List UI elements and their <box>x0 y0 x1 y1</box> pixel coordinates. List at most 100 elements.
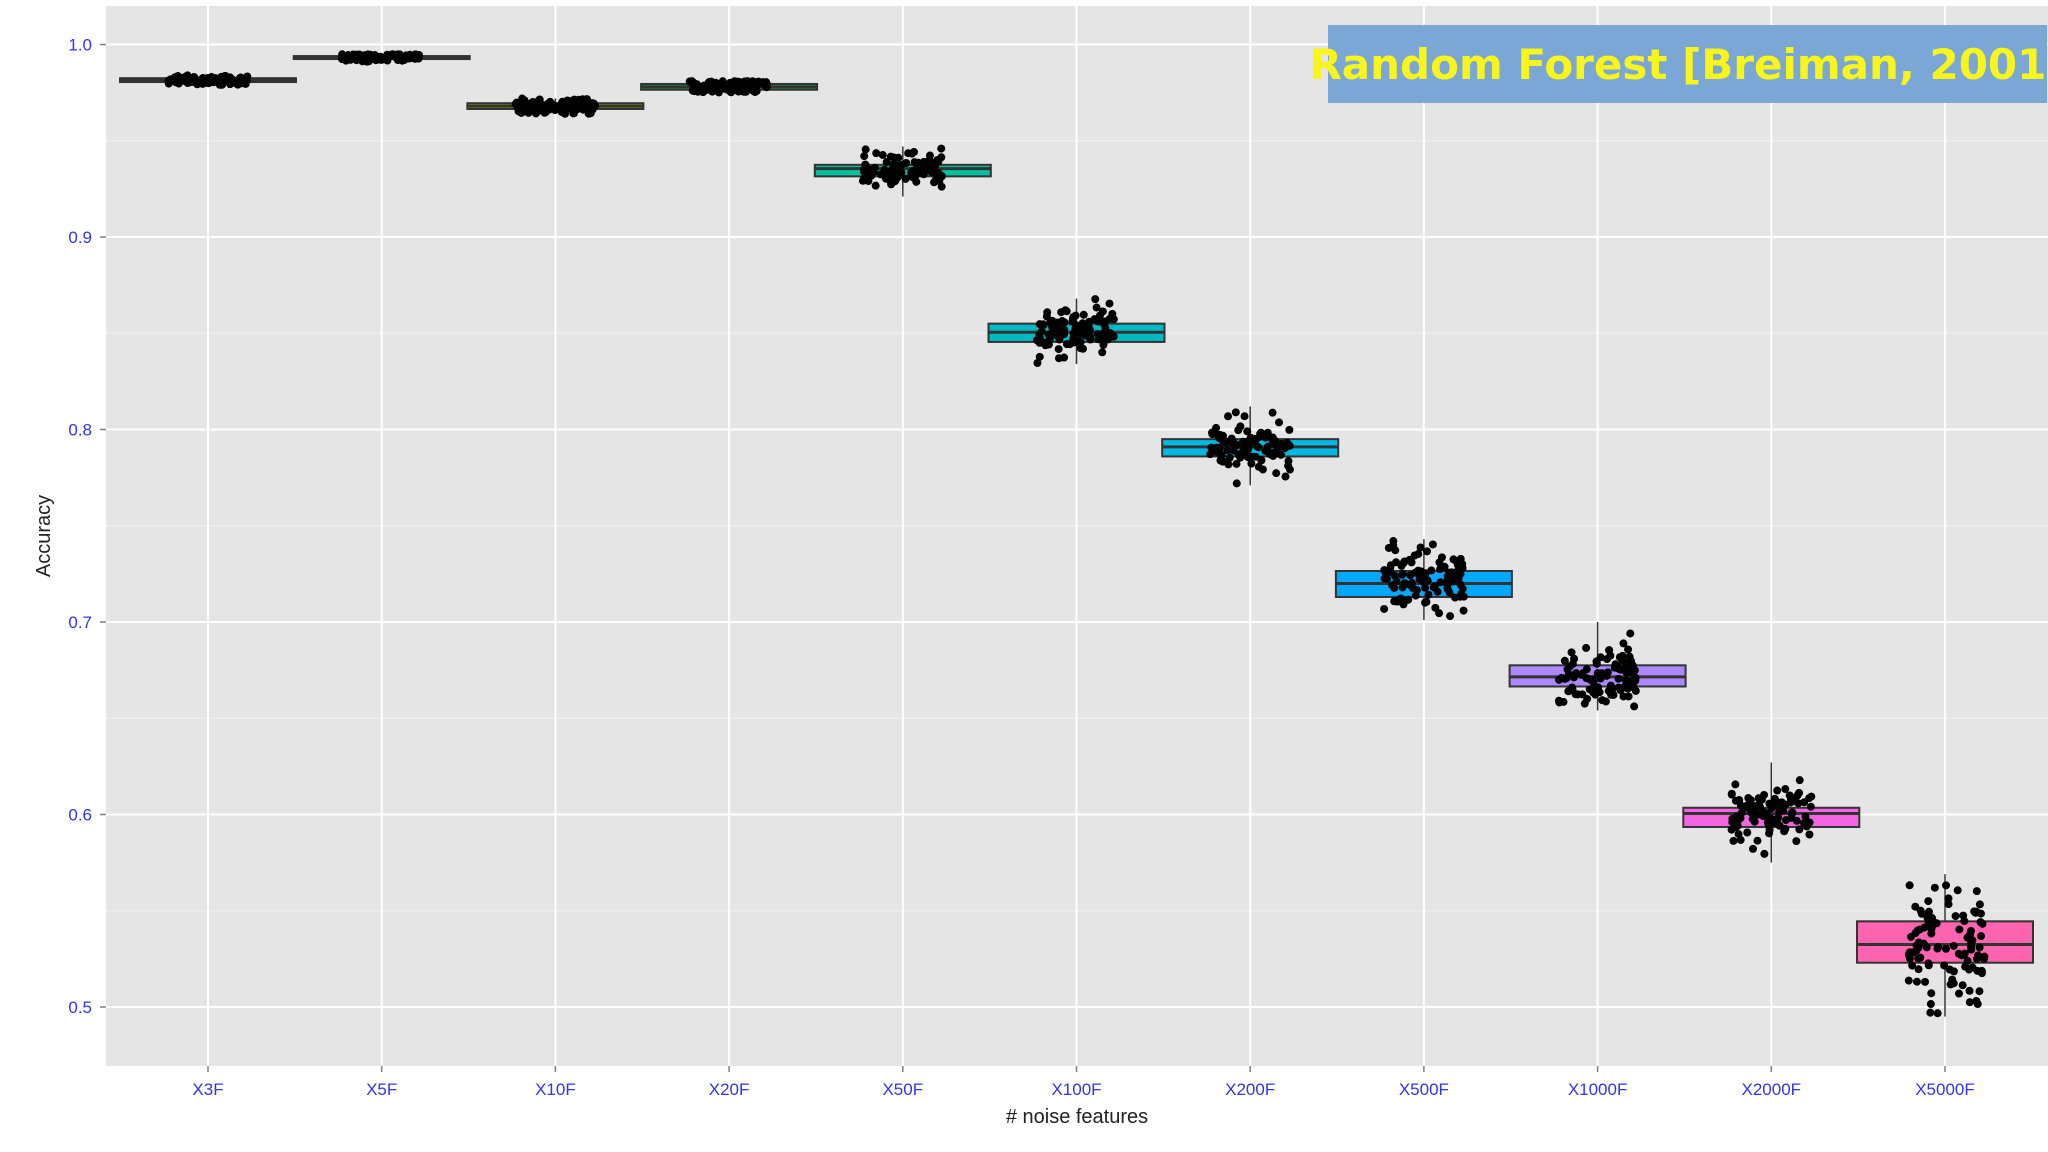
jitter-point <box>1800 798 1809 807</box>
jitter-point <box>882 158 891 167</box>
jitter-point <box>1105 299 1114 308</box>
jitter-point <box>1614 664 1623 673</box>
jitter-point <box>1071 311 1080 320</box>
jitter-point <box>1285 425 1294 434</box>
jitter-point <box>910 158 919 167</box>
jitter-point <box>1078 319 1087 328</box>
jitter-point <box>1380 574 1389 583</box>
jitter-point <box>912 177 921 186</box>
jitter-point <box>1904 976 1913 985</box>
jitter-point <box>1781 824 1790 833</box>
jitter-point <box>560 102 569 111</box>
jitter-point <box>1562 674 1571 683</box>
jitter-point <box>1906 932 1915 941</box>
jitter-point <box>1458 584 1467 593</box>
jitter-point <box>1786 798 1795 807</box>
jitter-point <box>1750 817 1759 826</box>
jitter-point <box>1928 914 1937 923</box>
jitter-point <box>1085 325 1094 334</box>
jitter-point <box>1795 825 1804 834</box>
jitter-point <box>1973 1000 1982 1009</box>
jitter-point <box>388 50 397 59</box>
jitter-point <box>1054 345 1063 354</box>
jitter-point <box>1229 438 1238 447</box>
jitter-point <box>1728 814 1737 823</box>
jitter-point <box>354 53 363 62</box>
jitter-point <box>1035 330 1044 339</box>
jitter-point <box>1423 547 1432 556</box>
jitter-point <box>1729 836 1738 845</box>
jitter-point <box>588 105 597 114</box>
jitter-point <box>1592 659 1601 668</box>
jitter-point <box>1965 998 1974 1007</box>
jitter-point <box>1419 573 1428 582</box>
jitter-point <box>871 181 880 190</box>
jitter-point <box>1930 883 1939 892</box>
jitter-point <box>1447 568 1456 577</box>
jitter-point <box>1927 989 1936 998</box>
jitter-point <box>1959 911 1968 920</box>
jitter-point <box>1105 314 1114 323</box>
jitter-point <box>1398 569 1407 578</box>
jitter-point <box>1033 358 1042 367</box>
y-tick-label: 0.6 <box>68 806 92 825</box>
jitter-point <box>1968 963 1977 972</box>
jitter-point <box>1904 950 1913 959</box>
jitter-point <box>1232 479 1241 488</box>
jitter-point <box>541 108 550 117</box>
jitter-point <box>1386 561 1395 570</box>
jitter-point <box>1416 543 1425 552</box>
jitter-point <box>1240 412 1249 421</box>
jitter-point <box>1976 909 1985 918</box>
jitter-point <box>754 77 763 86</box>
jitter-point <box>1975 943 1984 952</box>
jitter-point <box>1261 431 1270 440</box>
jitter-point <box>1261 446 1270 455</box>
jitter-point <box>1924 961 1933 970</box>
jitter-point <box>1407 579 1416 588</box>
jitter-point <box>1951 912 1960 921</box>
jitter-point <box>1414 550 1423 559</box>
jitter-point <box>1251 434 1260 443</box>
jitter-point <box>1428 540 1437 549</box>
jitter-point <box>1078 344 1087 353</box>
jitter-point <box>1231 408 1240 417</box>
jitter-point <box>1975 987 1984 996</box>
jitter-point <box>919 157 928 166</box>
jitter-point <box>893 165 902 174</box>
jitter-point <box>1225 453 1234 462</box>
jitter-point <box>1942 944 1951 953</box>
jitter-point <box>1456 591 1465 600</box>
jitter-point <box>1973 954 1982 963</box>
jitter-point <box>1953 886 1962 895</box>
jitter-point <box>1592 685 1601 694</box>
jitter-point <box>1224 412 1233 421</box>
jitter-point <box>1744 794 1753 803</box>
y-tick-label: 1.0 <box>68 36 92 55</box>
jitter-point <box>1960 949 1969 958</box>
jitter-point <box>241 79 250 88</box>
jitter-point <box>1764 821 1773 830</box>
jitter-point <box>561 109 570 118</box>
jitter-point <box>218 78 227 87</box>
x-tick-label: X100F <box>1051 1080 1101 1099</box>
jitter-point <box>1092 303 1101 312</box>
jitter-point <box>1243 452 1252 461</box>
jitter-point <box>1914 965 1923 974</box>
x-tick-label: X10F <box>535 1080 576 1099</box>
jitter-point <box>1206 450 1215 459</box>
jitter-point <box>1792 837 1801 846</box>
box <box>1856 920 2034 964</box>
jitter-point <box>1934 943 1943 952</box>
jitter-point <box>1921 977 1930 986</box>
jitter-point <box>243 72 252 81</box>
jitter-point <box>1218 431 1227 440</box>
jitter-point <box>1380 604 1389 613</box>
jitter-point <box>1747 808 1756 817</box>
jitter-point <box>1908 961 1917 970</box>
jitter-point <box>688 77 697 86</box>
jitter-point <box>1920 923 1929 932</box>
jitter-point <box>904 149 913 158</box>
jitter-point <box>1977 966 1986 975</box>
